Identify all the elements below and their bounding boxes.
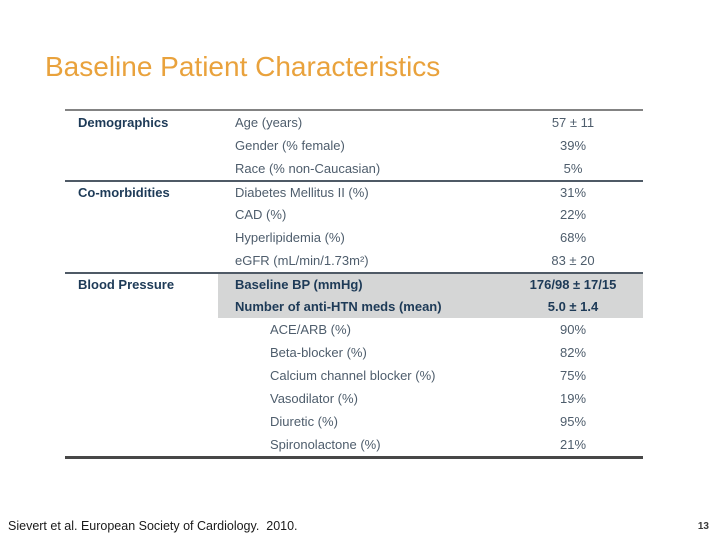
- row-label: Baseline BP (mmHg): [218, 274, 503, 295]
- table-row: Calcium channel blocker (%) 75%: [65, 364, 643, 387]
- row-label: Gender (% female): [235, 138, 345, 153]
- row-value: 31%: [559, 185, 587, 200]
- table-row: Beta-blocker (%) 82%: [65, 341, 643, 364]
- row-label: Beta-blocker (%): [270, 345, 367, 360]
- section-label: [65, 341, 218, 364]
- row-label: eGFR (mL/min/1.73m²): [235, 253, 369, 268]
- section-label: Co-morbidities: [65, 182, 218, 203]
- table-row: ACE/ARB (%) 90%: [65, 318, 643, 341]
- row-value: 22%: [559, 207, 587, 222]
- table-row: Co-morbidities Diabetes Mellitus II (%) 31…: [65, 180, 643, 203]
- row-label: Calcium channel blocker (%): [270, 368, 436, 383]
- row-value: 82%: [559, 345, 587, 360]
- row-value: 75%: [559, 368, 587, 383]
- table-row: Spironolactone (%) 21%: [65, 433, 643, 456]
- row-value: 19%: [559, 391, 587, 406]
- row-value: 95%: [559, 414, 587, 429]
- section-label: Demographics: [65, 111, 218, 134]
- page-number: 13: [697, 521, 709, 532]
- section-label: [65, 203, 218, 226]
- table-row: Diuretic (%) 95%: [65, 410, 643, 433]
- page-title: Baseline Patient Characteristics: [45, 51, 441, 82]
- table-row: Gender (% female) 39%: [65, 134, 643, 157]
- row-value: 90%: [559, 322, 587, 337]
- table-row: Number of anti-HTN meds (mean) 5.0 ± 1.4: [65, 295, 643, 318]
- table-row: Hyperlipidemia (%) 68%: [65, 226, 643, 249]
- row-value: 83 ± 20: [551, 253, 595, 268]
- row-label: Diuretic (%): [270, 414, 338, 429]
- section-label: [65, 318, 218, 341]
- section-label: [65, 410, 218, 433]
- table-row: Race (% non-Caucasian) 5%: [65, 157, 643, 180]
- table-row: Blood Pressure Baseline BP (mmHg) 176/98 ±…: [65, 272, 643, 295]
- row-label: Hyperlipidemia (%): [235, 230, 345, 245]
- table-row: eGFR (mL/min/1.73m²) 83 ± 20: [65, 249, 643, 272]
- row-label: ACE/ARB (%): [270, 322, 351, 337]
- row-value: 39%: [559, 138, 587, 153]
- row-label: Race (% non-Caucasian): [235, 161, 381, 176]
- section-label: Blood Pressure: [65, 274, 218, 295]
- table-row: CAD (%) 22%: [65, 203, 643, 226]
- row-label: Vasodilator (%): [270, 391, 358, 406]
- table-row: Demographics Age (years) 57 ± 11: [65, 111, 643, 134]
- row-value: 5.0 ± 1.4: [503, 295, 643, 318]
- row-value: 57 ± 11: [551, 115, 595, 130]
- row-label: Age (years): [235, 115, 303, 130]
- row-value: 176/98 ± 17/15: [503, 274, 643, 295]
- section-label: [65, 226, 218, 249]
- row-label: Spironolactone (%): [270, 437, 381, 452]
- footer-citation: Sievert et al. European Society of Cardi…: [8, 519, 298, 533]
- section-label: [65, 134, 218, 157]
- row-label: CAD (%): [235, 207, 287, 222]
- section-label: [65, 249, 218, 272]
- row-value: 21%: [559, 437, 587, 452]
- section-label: [65, 364, 218, 387]
- characteristics-table: Demographics Age (years) 57 ± 11 Gender (% …: [65, 109, 643, 459]
- table-row: Vasodilator (%) 19%: [65, 387, 643, 410]
- row-value: 68%: [559, 230, 587, 245]
- section-label: [65, 433, 218, 456]
- row-label: Number of anti-HTN meds (mean): [218, 295, 503, 318]
- section-label: [65, 387, 218, 410]
- section-label: [65, 295, 218, 318]
- row-value: 5%: [563, 161, 583, 176]
- row-label: Diabetes Mellitus II (%): [235, 185, 369, 200]
- section-label: [65, 157, 218, 180]
